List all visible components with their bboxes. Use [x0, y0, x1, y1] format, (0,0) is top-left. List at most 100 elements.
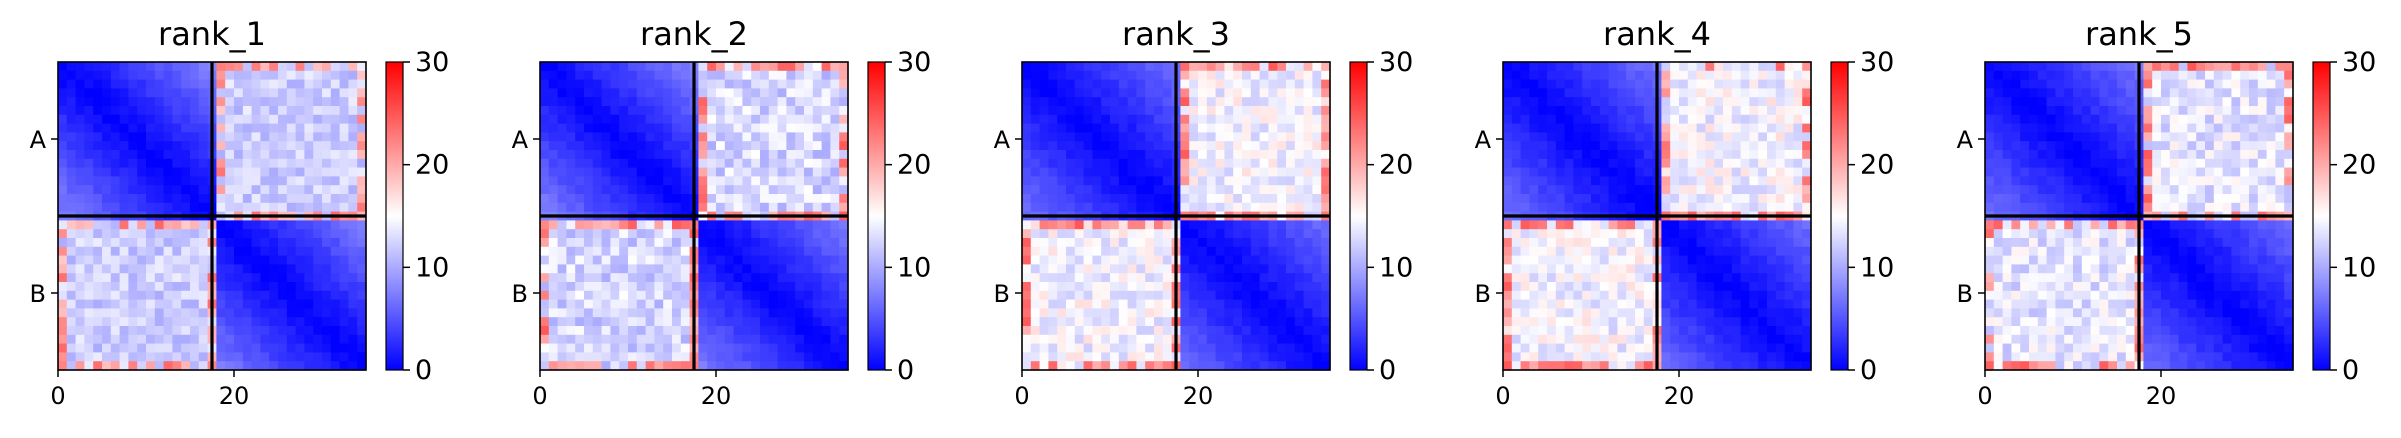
- heatmap-cell: [1643, 97, 1654, 107]
- heatmap-cell: [1180, 97, 1190, 107]
- heatmap-cell: [1066, 150, 1076, 160]
- heatmap-cell: [330, 308, 341, 318]
- heatmap-cell: [1635, 229, 1645, 239]
- heatmap-cell: [1321, 132, 1331, 142]
- heatmap-cell: [1039, 264, 1049, 274]
- heatmap-cell: [1233, 290, 1243, 301]
- heatmap-cell: [548, 229, 559, 239]
- heatmap-cell: [1039, 290, 1049, 301]
- heatmap-cell: [1189, 246, 1199, 257]
- heatmap-cell: [1022, 70, 1032, 81]
- heatmap-cell: [707, 255, 717, 265]
- heatmap-cell: [1101, 282, 1111, 292]
- heatmap-cell: [1723, 62, 1733, 72]
- heatmap-cell: [251, 255, 261, 265]
- heatmap-cell: [821, 229, 831, 239]
- heatmap-cell: [1661, 238, 1671, 248]
- heatmap-cell: [733, 246, 743, 257]
- heatmap-cell: [322, 299, 332, 309]
- heatmap-cell: [1198, 185, 1208, 195]
- heatmap-cell: [234, 290, 244, 301]
- heatmap-cell: [1145, 361, 1155, 371]
- y-tick-label: B: [30, 280, 46, 308]
- heatmap-cell: [1083, 299, 1093, 309]
- heatmap-cell: [1582, 326, 1592, 336]
- heatmap-cell: [804, 158, 814, 169]
- heatmap-cell: [733, 123, 743, 133]
- heatmap-cell: [1626, 290, 1636, 301]
- heatmap-cell: [1198, 123, 1208, 133]
- heatmap-cell: [786, 79, 796, 89]
- heatmap-cell: [216, 273, 226, 283]
- heatmap-cell: [795, 132, 805, 142]
- heatmap-cell: [295, 132, 305, 142]
- heatmap-cell: [286, 176, 297, 186]
- heatmap-cell: [707, 88, 717, 98]
- heatmap-cell: [1635, 264, 1645, 274]
- heatmap-cell: [1259, 352, 1269, 362]
- heatmap-cell: [1802, 264, 1812, 274]
- heatmap-cell: [672, 97, 682, 107]
- heatmap-cell: [628, 132, 638, 142]
- heatmap-cell: [1154, 194, 1164, 204]
- heatmap-cell: [716, 273, 726, 283]
- heatmap-cell: [1189, 194, 1199, 204]
- heatmap-cell: [190, 282, 200, 292]
- heatmap-cell: [707, 106, 717, 116]
- heatmap-cell: [716, 62, 726, 72]
- heatmap-cell: [1286, 106, 1296, 116]
- heatmap-cell: [1162, 264, 1173, 274]
- heatmap-cell: [1705, 106, 1715, 116]
- heatmap-cell: [1312, 141, 1322, 151]
- heatmap-cell: [269, 106, 279, 116]
- heatmap-cell: [636, 123, 647, 133]
- heatmap-cell: [821, 326, 831, 336]
- heatmap-cell: [839, 88, 849, 98]
- heatmap-cell: [830, 326, 840, 336]
- heatmap-cell: [619, 352, 629, 362]
- heatmap-cell: [1136, 88, 1146, 98]
- heatmap-cell: [1723, 343, 1733, 353]
- heatmap-cell: [1312, 97, 1322, 107]
- heatmap-cell: [1277, 167, 1287, 177]
- heatmap-cell: [102, 70, 112, 81]
- heatmap-cell: [1767, 158, 1777, 169]
- heatmap-cell: [1083, 317, 1093, 327]
- heatmap-cell: [146, 220, 156, 230]
- heatmap-cell: [592, 62, 603, 72]
- heatmap-cell: [645, 70, 655, 81]
- heatmap-cell: [1767, 361, 1777, 371]
- heatmap-cell: [242, 176, 253, 186]
- heatmap-cell: [1224, 273, 1234, 283]
- heatmap-cell: [1162, 317, 1173, 327]
- heatmap-cell: [786, 290, 796, 301]
- heatmap-cell: [339, 176, 349, 186]
- heatmap-cell: [663, 88, 673, 98]
- heatmap-cell: [1626, 123, 1636, 133]
- heatmap-cell: [680, 361, 691, 371]
- heatmap-cell: [1617, 290, 1627, 301]
- heatmap-cell: [1286, 246, 1296, 257]
- heatmap-cell: [278, 106, 288, 116]
- heatmap-cell: [225, 352, 235, 362]
- heatmap-cell: [557, 202, 567, 213]
- heatmap-cell: [1286, 290, 1296, 301]
- heatmap-cell: [601, 229, 611, 239]
- heatmap-cell: [645, 308, 655, 318]
- heatmap-cell: [619, 229, 629, 239]
- heatmap-cell: [1793, 220, 1803, 230]
- heatmap-cell: [286, 264, 297, 274]
- heatmap-cell: [1608, 343, 1618, 353]
- heatmap-cell: [172, 185, 182, 195]
- heatmap-cell: [190, 114, 200, 125]
- heatmap-cell: [1083, 185, 1093, 195]
- heatmap-cell: [1154, 158, 1164, 169]
- heatmap-cell: [1057, 326, 1067, 336]
- heatmap-cell: [821, 114, 831, 125]
- heatmap-cell: [698, 246, 708, 257]
- heatmap-cell: [322, 317, 332, 327]
- heatmap-cell: [1312, 176, 1322, 186]
- heatmap-cell: [1538, 361, 1548, 371]
- heatmap-cell: [663, 141, 673, 151]
- heatmap-cell: [645, 132, 655, 142]
